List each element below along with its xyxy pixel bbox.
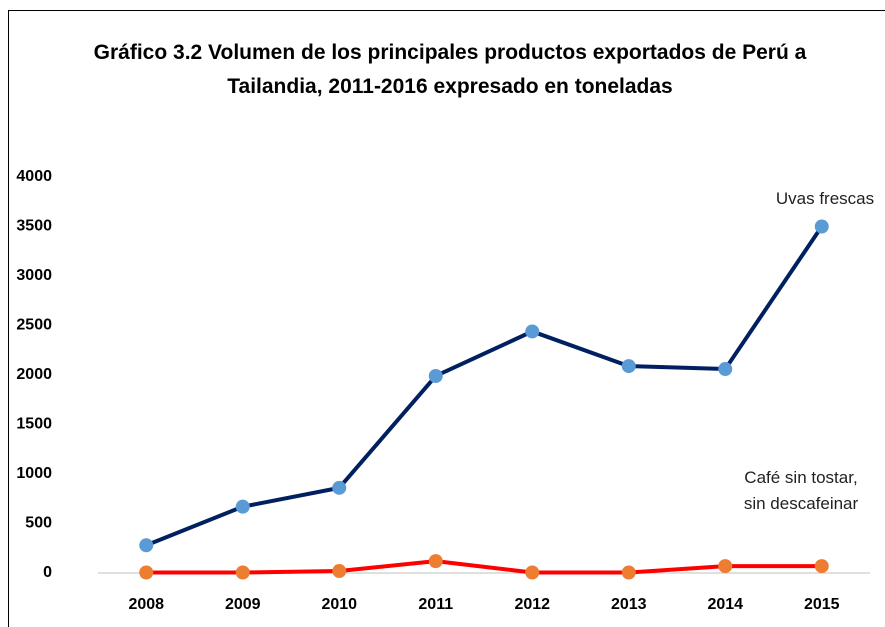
- x-tick-label: 2014: [707, 596, 743, 613]
- y-tick-label: 1000: [16, 465, 52, 482]
- series-label: Café sin tostar, sin descafeinar: [743, 468, 859, 513]
- x-tick-label: 2013: [611, 596, 647, 613]
- data-point: [235, 565, 250, 580]
- data-point: [139, 538, 154, 553]
- data-point: [718, 362, 733, 377]
- data-point: [525, 565, 540, 580]
- x-tick-label: 2012: [514, 596, 550, 613]
- x-tick-label: 2009: [225, 596, 261, 613]
- data-point: [814, 559, 829, 574]
- data-point: [235, 499, 250, 514]
- y-tick-label: 1500: [16, 416, 52, 433]
- data-point: [332, 564, 347, 579]
- y-tick-label: 2500: [16, 317, 52, 334]
- data-point: [139, 565, 154, 580]
- data-point: [428, 368, 443, 383]
- y-tick-label: 2000: [16, 366, 52, 383]
- chart-frame: [8, 10, 885, 627]
- data-point: [621, 565, 636, 580]
- data-point: [814, 219, 829, 234]
- series-line: [146, 559, 822, 575]
- series-label: Uvas frescas: [775, 189, 875, 208]
- data-point: [621, 359, 636, 374]
- data-point: [525, 324, 540, 339]
- y-tick-label: 4000: [16, 168, 52, 185]
- x-tick-label: 2008: [128, 596, 164, 613]
- y-tick-label: 0: [43, 564, 52, 581]
- x-tick-label: 2010: [321, 596, 357, 613]
- y-tick-label: 3000: [16, 267, 52, 284]
- data-point: [428, 554, 443, 569]
- x-tick-label: 2011: [418, 596, 453, 613]
- data-point: [332, 480, 347, 495]
- series-line: [145, 225, 824, 548]
- x-tick-label: 2015: [804, 596, 840, 613]
- y-tick-label: 500: [25, 515, 52, 532]
- y-tick-label: 3500: [16, 218, 52, 235]
- chart-title: Gráfico 3.2 Volumen de los principales p…: [93, 41, 807, 98]
- data-point: [718, 559, 733, 574]
